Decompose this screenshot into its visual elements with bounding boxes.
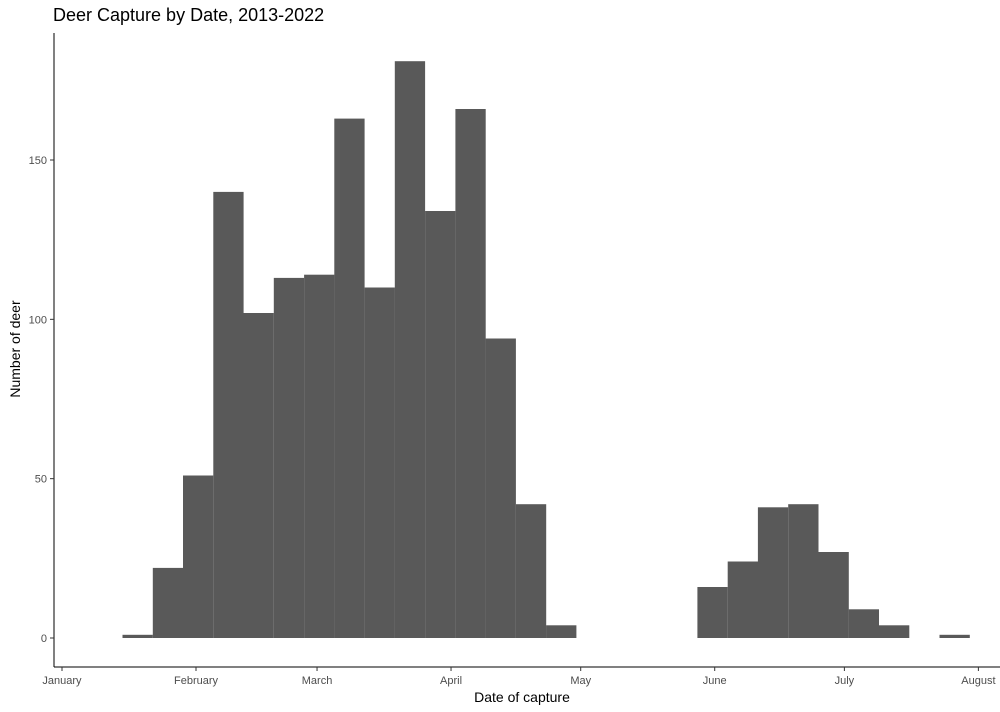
y-tick-label-3: 150 (29, 155, 47, 167)
x-tick-label-2: March (302, 675, 333, 687)
histogram-bar-10 (425, 211, 456, 638)
x-tick-label-1: February (174, 675, 219, 687)
histogram-bar-5 (273, 277, 305, 638)
histogram-bar-11 (455, 109, 486, 638)
x-tick-label-0: January (42, 675, 82, 687)
x-ticks-group: January February March April May June July Augu… (42, 667, 996, 687)
histogram-bar-7 (334, 118, 365, 639)
x-tick-label-6: July (835, 675, 855, 687)
y-tick-label-2: 100 (29, 314, 47, 326)
x-tick-label-7: August (961, 675, 995, 687)
chart-title: Deer Capture by Date, 2013-2022 (53, 5, 325, 25)
histogram-bar-12 (485, 338, 516, 638)
histogram-bar-0 (122, 634, 153, 638)
histogram-bar-1 (152, 567, 184, 638)
x-axis-title: Date of capture (474, 689, 570, 705)
x-tick-label-5: June (703, 675, 727, 687)
histogram-bar-14 (546, 625, 577, 638)
histogram-bar-2 (183, 475, 214, 638)
histogram-bar-18 (788, 504, 819, 638)
histogram-bar-20 (848, 609, 879, 638)
histogram-bar-22 (939, 634, 970, 638)
y-tick-label-1: 50 (35, 474, 47, 486)
x-tick-label-3: April (440, 675, 462, 687)
histogram-bar-21 (879, 625, 910, 638)
histogram-bar-3 (213, 191, 244, 638)
histogram-bar-6 (304, 274, 335, 638)
histogram-bar-19 (818, 552, 849, 638)
histogram-bar-16 (727, 561, 758, 638)
histogram-bar-13 (515, 504, 547, 638)
histogram-bar-8 (364, 287, 395, 638)
y-tick-label-0: 0 (41, 633, 47, 645)
y-ticks-group: 0 50 100 150 (29, 155, 54, 645)
histogram-bar-4 (243, 313, 274, 638)
histogram-bar-17 (757, 507, 789, 638)
histogram-bar-15 (697, 587, 728, 638)
y-axis-title: Number of deer (7, 300, 23, 398)
x-tick-label-4: May (570, 675, 591, 687)
bars-group (122, 61, 970, 639)
histogram-bar-9 (394, 61, 426, 638)
